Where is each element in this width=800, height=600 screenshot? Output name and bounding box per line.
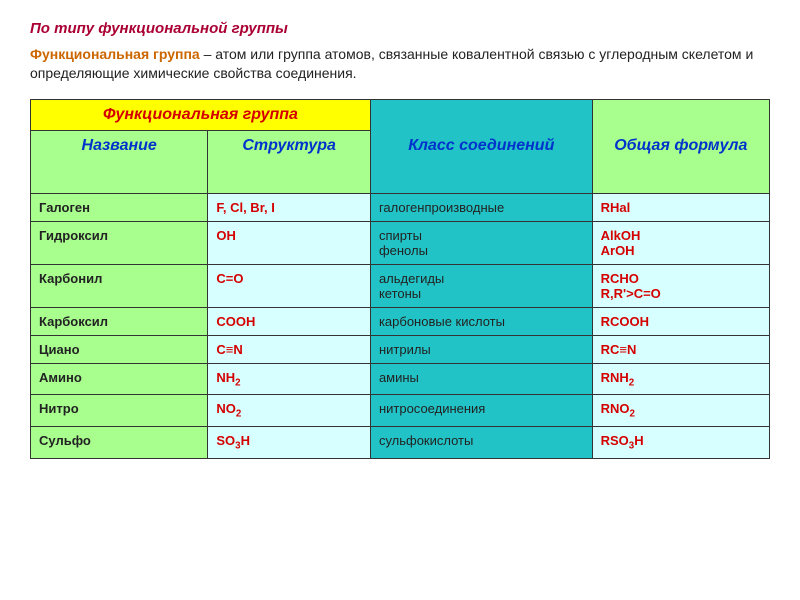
table-row: АминоNH2аминыRNH2 — [31, 363, 770, 395]
cell-name: Галоген — [31, 193, 208, 221]
cell-class: карбоновые кислоты — [370, 307, 592, 335]
cell-structure: C=O — [208, 264, 371, 307]
cell-structure: C≡N — [208, 335, 371, 363]
cell-formula: RNH2 — [592, 363, 769, 395]
cell-structure: F, Cl, Br, I — [208, 193, 371, 221]
cell-class: сульфокислоты — [370, 426, 592, 458]
cell-class: галогенпроизводные — [370, 193, 592, 221]
cell-name: Карбонил — [31, 264, 208, 307]
definition-term: Функциональная группа — [30, 46, 200, 62]
cell-formula: RCHOR,R'>C=O — [592, 264, 769, 307]
cell-class: спиртыфенолы — [370, 221, 592, 264]
table-row: НитроNO2нитросоединенияRNO2 — [31, 395, 770, 427]
cell-formula: RNO2 — [592, 395, 769, 427]
table-row: ГидроксилOHспиртыфенолыAlkOHArOH — [31, 221, 770, 264]
cell-name: Карбоксил — [31, 307, 208, 335]
header-class: Класс соединений — [370, 99, 592, 193]
cell-structure: NH2 — [208, 363, 371, 395]
cell-structure: COOH — [208, 307, 371, 335]
cell-name: Циано — [31, 335, 208, 363]
header-name: Название — [31, 130, 208, 193]
functional-groups-table: Функциональная группа Класс соединений О… — [30, 99, 770, 459]
page-title: По типу функциональной группы — [30, 20, 770, 37]
cell-formula: RSO3H — [592, 426, 769, 458]
table-row: КарбоксилCOOHкарбоновые кислотыRCOOH — [31, 307, 770, 335]
header-functional-group: Функциональная группа — [31, 99, 371, 130]
cell-name: Сульфо — [31, 426, 208, 458]
cell-class: нитросоединения — [370, 395, 592, 427]
cell-class: нитрилы — [370, 335, 592, 363]
cell-formula: RHal — [592, 193, 769, 221]
table-row: СульфоSO3HсульфокислотыRSO3H — [31, 426, 770, 458]
table-row: ГалогенF, Cl, Br, IгалогенпроизводныеRHa… — [31, 193, 770, 221]
cell-name: Амино — [31, 363, 208, 395]
table-row: КарбонилC=OальдегидыкетоныRCHOR,R'>C=O — [31, 264, 770, 307]
cell-class: амины — [370, 363, 592, 395]
definition-text: Функциональная группа – атом или группа … — [30, 45, 770, 83]
cell-structure: OH — [208, 221, 371, 264]
cell-structure: SO3H — [208, 426, 371, 458]
header-structure: Структура — [208, 130, 371, 193]
cell-class: альдегидыкетоны — [370, 264, 592, 307]
cell-formula: RC≡N — [592, 335, 769, 363]
header-formula: Общая формула — [592, 99, 769, 193]
cell-name: Нитро — [31, 395, 208, 427]
cell-name: Гидроксил — [31, 221, 208, 264]
cell-structure: NO2 — [208, 395, 371, 427]
cell-formula: AlkOHArOH — [592, 221, 769, 264]
cell-formula: RCOOH — [592, 307, 769, 335]
table-body: ГалогенF, Cl, Br, IгалогенпроизводныеRHa… — [31, 193, 770, 458]
table-row: ЦианоC≡NнитрилыRC≡N — [31, 335, 770, 363]
